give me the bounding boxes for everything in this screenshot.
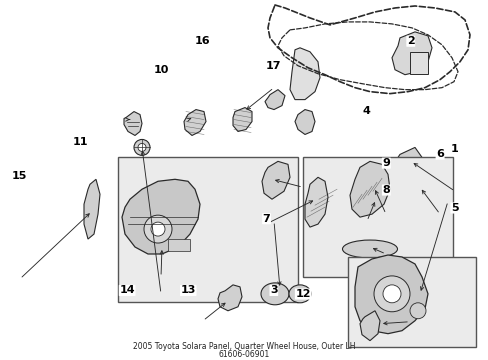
Circle shape — [407, 177, 427, 197]
Circle shape — [138, 143, 146, 152]
Text: 17: 17 — [265, 61, 281, 71]
Polygon shape — [359, 311, 379, 341]
Polygon shape — [218, 285, 242, 311]
Text: 4: 4 — [362, 106, 370, 116]
Polygon shape — [289, 48, 319, 100]
Text: 5: 5 — [450, 203, 458, 213]
Polygon shape — [305, 177, 327, 227]
Text: 1: 1 — [450, 144, 458, 154]
Text: 11: 11 — [73, 137, 88, 147]
Polygon shape — [391, 32, 431, 75]
Circle shape — [134, 139, 150, 156]
Polygon shape — [262, 161, 289, 199]
Ellipse shape — [288, 285, 310, 303]
Polygon shape — [395, 147, 421, 179]
Text: 12: 12 — [295, 289, 310, 299]
Polygon shape — [264, 90, 285, 109]
Polygon shape — [294, 109, 314, 135]
Polygon shape — [122, 179, 200, 254]
Text: 15: 15 — [12, 171, 27, 181]
Circle shape — [143, 215, 172, 243]
Polygon shape — [359, 177, 389, 215]
Circle shape — [412, 182, 422, 192]
Text: 8: 8 — [382, 185, 389, 195]
Text: 10: 10 — [153, 65, 169, 75]
Text: 9: 9 — [382, 158, 389, 168]
Ellipse shape — [342, 240, 397, 258]
Text: 61606-06901: 61606-06901 — [218, 350, 269, 359]
Text: 2: 2 — [406, 36, 414, 46]
Ellipse shape — [261, 283, 288, 305]
Circle shape — [409, 303, 425, 319]
Text: 16: 16 — [195, 36, 210, 46]
Circle shape — [151, 222, 164, 236]
Polygon shape — [84, 179, 100, 239]
Circle shape — [373, 276, 409, 312]
Bar — [409, 52, 427, 74]
Polygon shape — [232, 108, 251, 131]
Text: 14: 14 — [119, 285, 135, 296]
Text: 2005 Toyota Solara Panel, Quarter Wheel House, Outer LH: 2005 Toyota Solara Panel, Quarter Wheel … — [132, 342, 354, 351]
Polygon shape — [354, 255, 427, 334]
Text: 6: 6 — [435, 149, 443, 159]
Polygon shape — [183, 109, 205, 135]
Bar — [168, 239, 190, 251]
Text: 3: 3 — [269, 285, 277, 296]
Bar — [303, 157, 452, 277]
Text: 13: 13 — [180, 285, 196, 296]
Bar — [347, 257, 475, 347]
Polygon shape — [349, 161, 389, 217]
Circle shape — [382, 285, 400, 303]
Bar — [118, 157, 297, 302]
Polygon shape — [124, 112, 142, 135]
Text: 7: 7 — [262, 214, 270, 224]
